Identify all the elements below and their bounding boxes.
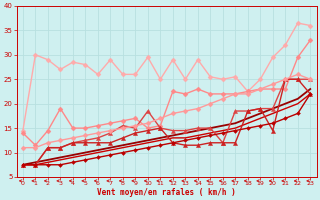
X-axis label: Vent moyen/en rafales ( km/h ): Vent moyen/en rafales ( km/h ) bbox=[97, 188, 236, 197]
